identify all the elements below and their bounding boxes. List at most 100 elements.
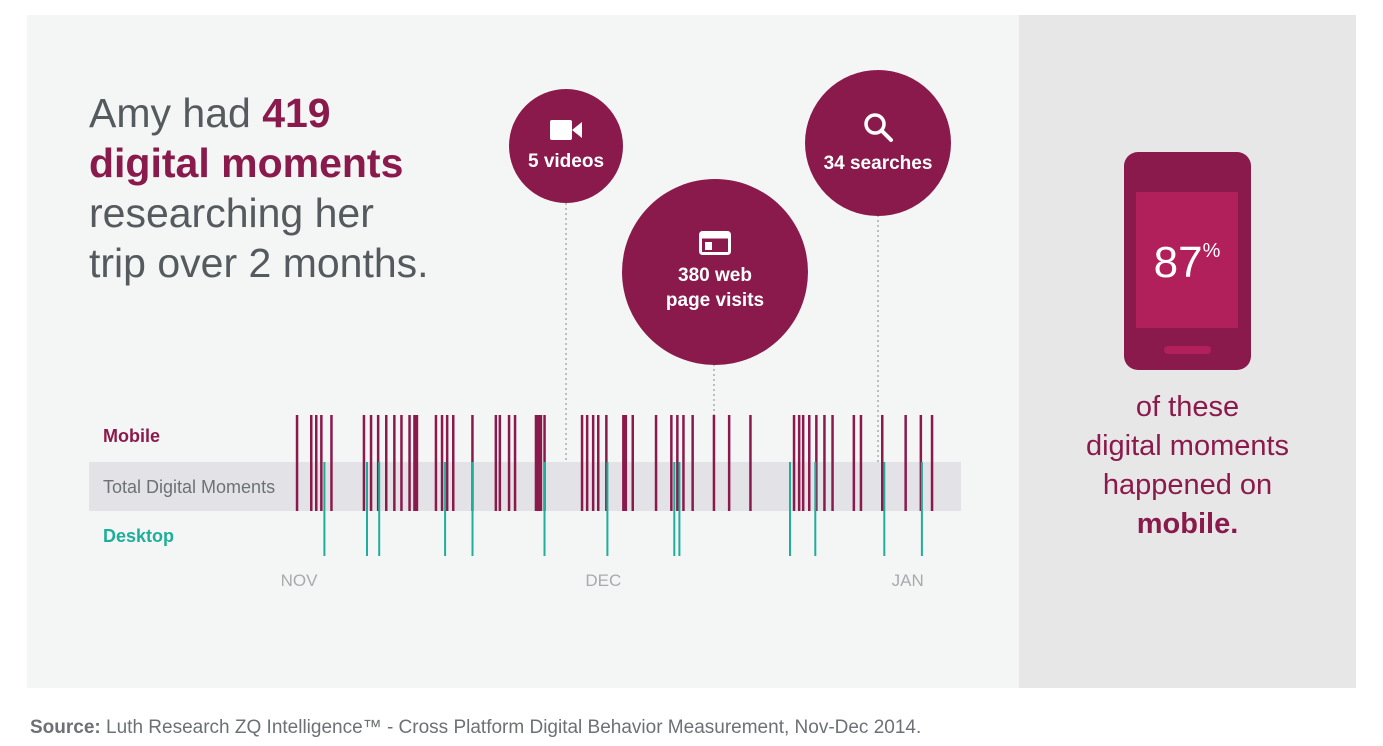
magnifier-icon (864, 112, 893, 142)
mobile-moment-bar (498, 415, 502, 511)
mobile-moment-bar (859, 415, 863, 511)
mobile-moment-bar (585, 415, 589, 511)
mobile-percentage: 87% (1136, 238, 1238, 288)
headline-line4: trip over 2 months. (89, 240, 429, 286)
mobile-moment-bar (930, 415, 934, 511)
month-tick-jan: JAN (891, 571, 924, 590)
desktop-moment-bar (673, 462, 676, 556)
desktop-moment-bar (789, 462, 791, 556)
headline-emphasis: digital moments (89, 140, 404, 186)
headline-prefix: Amy had (89, 90, 263, 136)
mobile-moment-bar (808, 415, 811, 511)
mobile-moment-bar (393, 415, 396, 511)
mobile-moment-bar (376, 415, 380, 511)
mobile-moment-bar (712, 415, 716, 511)
web-visits-line1: 380 web (678, 265, 752, 286)
mobile-moment-bar (310, 415, 313, 511)
mobile-moment-bar (369, 415, 373, 511)
desktop-row-label: Desktop (103, 526, 175, 546)
mobile-moment-bar (580, 415, 584, 511)
videos-label: 5 videos (527, 150, 605, 172)
mobile-moment-bar (676, 415, 679, 511)
phone-screen: 87% (1136, 192, 1238, 328)
total-row-label: Total Digital Moments (103, 477, 276, 497)
mobile-moment-bar (691, 415, 694, 511)
mobile-moment-bar (727, 415, 731, 511)
web-visits-bubble: 380 web page visits (622, 179, 808, 365)
mobile-moment-bar (823, 415, 826, 511)
mobile-moment-bar (513, 415, 517, 511)
desktop-moment-bar (606, 462, 609, 556)
mobile-moment-bar (445, 415, 449, 511)
desktop-moment-bar (366, 462, 368, 556)
mobile-moment-bar (654, 415, 658, 511)
mobile-moment-bar (749, 415, 752, 511)
month-tick-dec: DEC (585, 571, 622, 590)
caption-line1: of these (1135, 391, 1240, 423)
mobile-moment-bar (408, 415, 411, 511)
mobile-row-label: Mobile (103, 426, 160, 446)
mobile-moment-bar (452, 415, 455, 511)
mobile-moment-bar (315, 415, 318, 511)
caption-line3: happened on (1102, 469, 1273, 501)
mobile-percentage-unit: % (1202, 240, 1221, 262)
phone-icon: 87% (1124, 152, 1251, 370)
desktop-moment-bar (920, 462, 923, 556)
source-note: Source: Luth Research ZQ Intelligence™ -… (30, 717, 921, 739)
mobile-moment-bar (797, 415, 801, 511)
mobile-moment-bar (631, 415, 634, 511)
videos-bubble: 5 videos (509, 89, 623, 203)
mobile-moment-bar (534, 415, 543, 511)
desktop-moment-bar (378, 462, 381, 556)
desktop-moment-bar (323, 462, 326, 556)
desktop-bars (323, 462, 923, 556)
web-visits-line2: page visits (665, 290, 765, 311)
mobile-moment-bar (362, 415, 366, 511)
mobile-moment-bar (670, 415, 673, 511)
mobile-moment-bar (320, 415, 323, 511)
mobile-moment-bar (815, 415, 818, 511)
caption-strong: mobile. (1136, 508, 1239, 540)
mobile-moment-bar (605, 415, 608, 511)
searches-label: 34 searches (823, 152, 933, 174)
mobile-moment-bar (792, 415, 796, 511)
desktop-moment-bar (471, 462, 474, 556)
mobile-moment-bar (597, 415, 600, 511)
mobile-moment-bar (852, 415, 856, 511)
browser-window-icon (699, 231, 731, 255)
caption-line2: digital moments (1085, 430, 1290, 462)
headline-line3: researching her (89, 190, 374, 236)
mobile-percentage-value: 87 (1153, 238, 1203, 287)
mobile-moment-bar (330, 415, 333, 511)
mobile-moment-bar (400, 415, 403, 511)
mobile-bars (295, 415, 934, 511)
phone-home-button (1164, 346, 1211, 354)
mobile-moment-bar (919, 415, 923, 511)
mobile-moment-bar (507, 415, 511, 511)
mobile-moment-bar (682, 415, 685, 511)
mobile-moment-bar (385, 415, 388, 511)
desktop-moment-bar (444, 462, 447, 556)
mobile-moment-bar (904, 415, 907, 511)
mobile-moment-bar (622, 415, 628, 511)
video-camera-icon (550, 119, 582, 140)
desktop-moment-bar (883, 462, 886, 556)
desktop-moment-bar (543, 462, 546, 556)
searches-bubble: 34 searches (805, 70, 951, 216)
mobile-moment-bar (494, 415, 498, 511)
mobile-moment-bar (440, 415, 444, 511)
mobile-share-caption: of these digital moments happened on mob… (1019, 388, 1356, 544)
headline-count: 419 (262, 90, 331, 136)
mobile-moment-bar (881, 415, 884, 511)
source-text: Luth Research ZQ Intelligence™ - Cross P… (106, 717, 922, 738)
month-tick-nov: NOV (280, 571, 318, 590)
mobile-moment-bar (413, 415, 419, 511)
source-label: Source: (30, 717, 101, 738)
mobile-moment-bar (831, 415, 834, 511)
mobile-moment-bar (801, 415, 805, 511)
mobile-moment-bar (434, 415, 438, 511)
desktop-moment-bar (814, 462, 817, 556)
headline: Amy had 419 digital moments researching … (89, 88, 489, 288)
mobile-moment-bar (591, 415, 595, 511)
